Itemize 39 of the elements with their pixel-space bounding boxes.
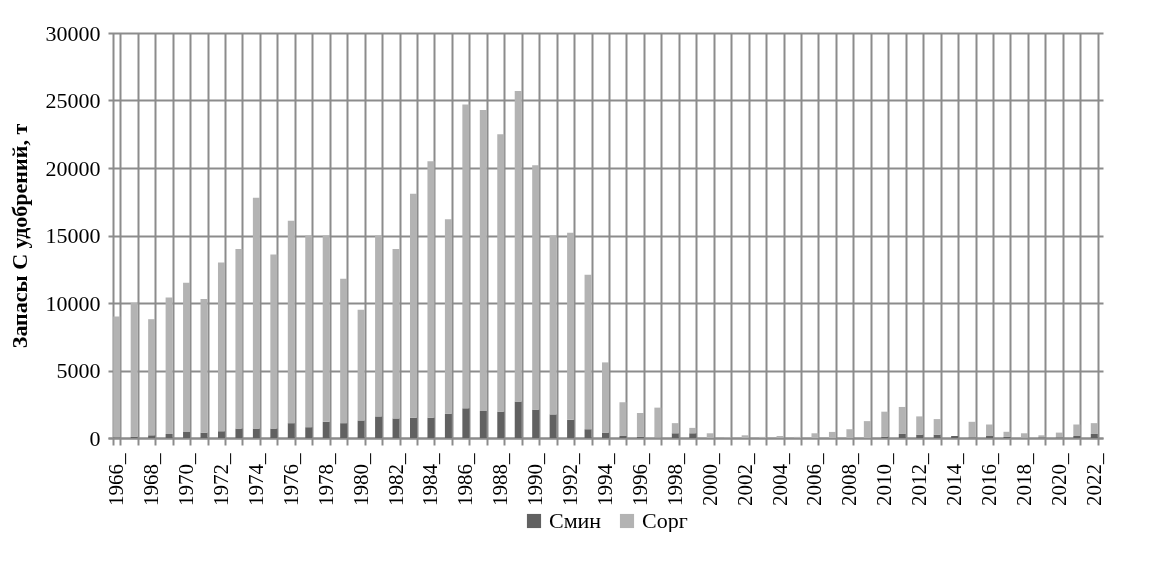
x-tick-label: 1972_ — [208, 453, 233, 506]
x-tick-label: 1974_ — [243, 453, 268, 506]
x-tick-label: 1966_ — [104, 453, 129, 506]
legend-label: Сорг — [642, 508, 688, 533]
x-tick-label: 2010_ — [872, 453, 897, 506]
x-tick-label: 2002_ — [732, 453, 757, 506]
x-tick-label: 1980_ — [348, 453, 373, 506]
x-tick-label: 1994_ — [593, 453, 617, 506]
x-tick-label: 1992_ — [558, 453, 583, 506]
x-tick-label: 1998_ — [662, 453, 687, 506]
y-tick-label: 10000 — [45, 290, 101, 316]
x-tick-label: 1978_ — [313, 453, 338, 506]
y-tick-label: 30000 — [45, 20, 101, 46]
x-tick-label: 1984_ — [418, 453, 443, 506]
x-tick-label: 2022_ — [1081, 453, 1106, 506]
y-tick-label: 5000 — [56, 358, 101, 383]
x-tick-label: 2000_ — [697, 453, 722, 506]
x-tick-label: 2020_ — [1046, 453, 1071, 506]
x-tick-label: 2008_ — [837, 453, 862, 506]
y-tick-label: 25000 — [45, 88, 101, 113]
x-tick-label: 2016_ — [977, 453, 1002, 506]
y-axis-title: Запасы С удобрений, т — [6, 123, 32, 349]
x-tick-label: 2018_ — [1011, 453, 1036, 506]
x-tick-label: 1996_ — [627, 453, 652, 506]
x-tick-label: 1968_ — [139, 453, 164, 506]
x-tick-label: 2014_ — [942, 453, 967, 506]
x-tick-label: 1990_ — [523, 453, 548, 506]
y-tick-label: 15000 — [45, 223, 101, 248]
legend-label: Смин — [549, 508, 602, 533]
x-tick-label: 1970_ — [174, 453, 199, 506]
x-tick-label: 1976_ — [278, 453, 303, 506]
x-tick-label: 1986_ — [453, 453, 478, 506]
x-tick-label: 1988_ — [488, 453, 513, 506]
x-tick-label: 2006_ — [802, 453, 827, 506]
x-tick-label: 2004_ — [767, 453, 792, 506]
x-tick-label: 1982_ — [383, 453, 408, 506]
y-tick-label: 0 — [89, 425, 101, 451]
x-tick-label: 2012_ — [907, 453, 932, 506]
y-tick-label: 20000 — [45, 155, 101, 181]
